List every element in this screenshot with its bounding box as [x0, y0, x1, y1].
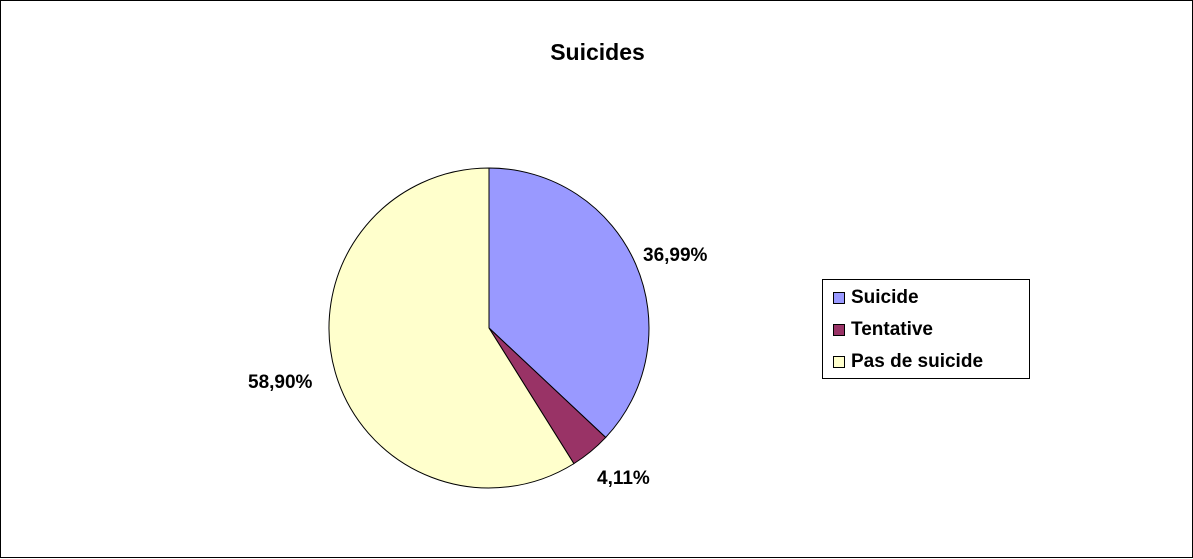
legend-item-suicide: Suicide	[833, 286, 919, 310]
data-label-pas-de-suicide: 58,90%	[248, 372, 313, 393]
legend-label: Suicide	[851, 287, 919, 308]
chart-title: Suicides	[550, 39, 645, 65]
legend-swatch-tentative	[833, 324, 845, 336]
legend: Suicide Tentative Pas de suicide	[822, 279, 1030, 379]
legend-label: Pas de suicide	[851, 351, 984, 372]
data-label-tentative: 4,11%	[597, 468, 650, 489]
pie-slice-pas-de-suicide	[328, 167, 575, 489]
legend-swatch-pas-de-suicide	[833, 356, 845, 368]
legend-label: Tentative	[851, 319, 934, 340]
legend-item-pas-de-suicide: Pas de suicide	[833, 350, 983, 374]
data-label-suicide: 36,99%	[643, 245, 708, 266]
legend-item-tentative: Tentative	[833, 318, 933, 342]
legend-swatch-suicide	[833, 292, 845, 304]
pie-slice-suicide	[488, 167, 650, 439]
